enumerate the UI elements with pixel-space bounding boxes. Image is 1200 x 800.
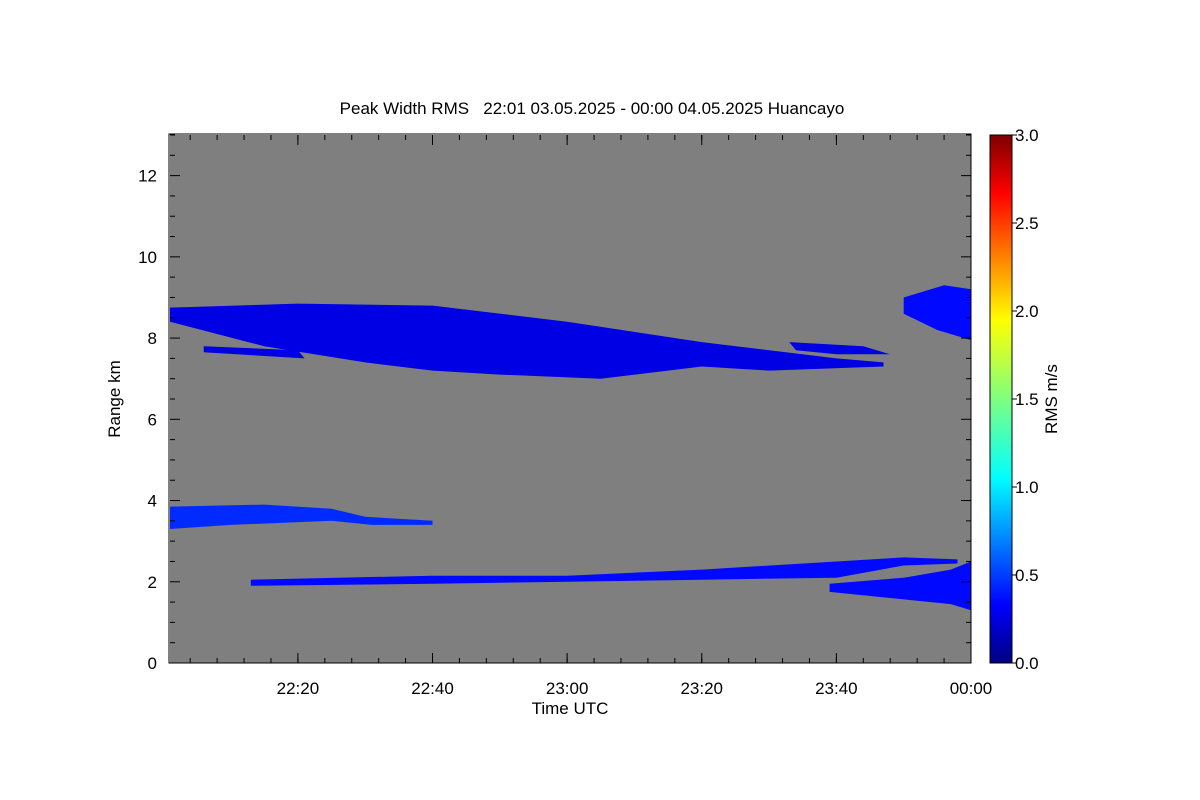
x-tick-labels: 22:20 22:40 23:00 23:20 23:40 00:00 (277, 679, 993, 698)
x-tick-label-0: 22:20 (277, 679, 320, 698)
colorbar-label: RMS m/s (1042, 364, 1061, 434)
plot-frame (168, 133, 972, 664)
y-tick-label-5: 10 (138, 248, 157, 267)
x-tick-label-2: 23:00 (546, 679, 589, 698)
data-regions (170, 285, 971, 611)
x-axis-label: Time UTC (532, 699, 609, 718)
colorbar-tick-label-1: 0.5 (1015, 566, 1039, 585)
data-region-0 (170, 303, 884, 379)
colorbar-tick-label-2: 1.0 (1015, 478, 1039, 497)
colorbar-tick-label-3: 1.5 (1015, 390, 1039, 409)
x-tick-label-1: 22:40 (411, 679, 454, 698)
colorbar (989, 134, 1013, 664)
colorbar-tick-label-5: 2.5 (1015, 214, 1039, 233)
data-region-6 (829, 561, 971, 611)
data-region-5 (250, 557, 958, 586)
x-tick-label-5: 00:00 (950, 679, 993, 698)
y-tick-label-0: 0 (148, 654, 157, 673)
data-region-1 (203, 346, 305, 359)
y-tick-label-3: 6 (148, 410, 157, 429)
data-region-4 (170, 504, 433, 529)
x-tick-label-4: 23:40 (815, 679, 858, 698)
y-axis-label: Range km (105, 360, 124, 437)
y-tick-label-2: 4 (148, 492, 157, 511)
y-tick-label-1: 2 (148, 573, 157, 592)
data-region-3 (903, 285, 971, 341)
colorbar-tick-label-6: 3.0 (1015, 126, 1039, 145)
x-tick-label-3: 23:20 (680, 679, 723, 698)
y-tick-labels: 0 2 4 6 8 10 12 (138, 167, 157, 673)
colorbar-tick-labels: 0.0 0.5 1.0 1.5 2.0 2.5 3.0 (1012, 126, 1039, 673)
colorbar-tick-label-0: 0.0 (1015, 654, 1039, 673)
data-region-2 (789, 342, 891, 355)
chart-title: Peak Width RMS 22:01 03.05.2025 - 00:00 … (340, 99, 845, 118)
y-tick-label-6: 12 (138, 167, 157, 186)
colorbar-tick-label-4: 2.0 (1015, 302, 1039, 321)
y-tick-label-4: 8 (148, 329, 157, 348)
